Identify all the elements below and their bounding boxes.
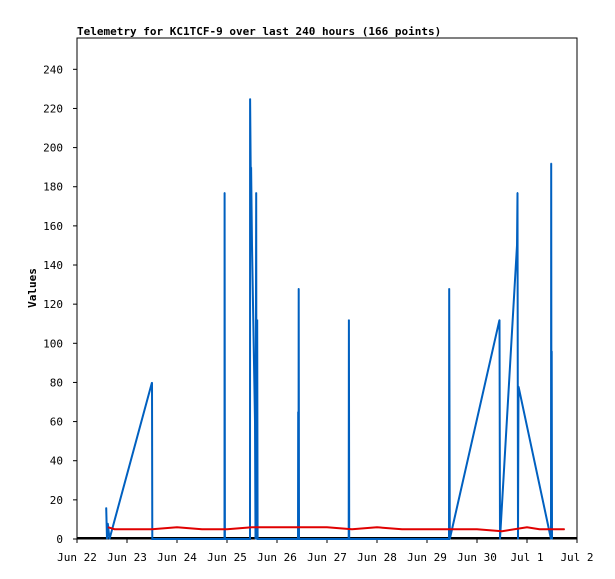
y-tick-label: 180 [43, 181, 63, 194]
data-point [249, 538, 251, 540]
data-point [526, 526, 528, 528]
data-point [448, 538, 450, 540]
y-axis-label: Values [26, 268, 39, 308]
x-tick-label: Jun 25 [207, 551, 247, 564]
data-point [255, 192, 257, 194]
data-point [151, 538, 153, 540]
data-point [348, 538, 350, 540]
data-point [517, 538, 519, 540]
data-point [256, 538, 258, 540]
x-tick-label: Jun 27 [307, 551, 347, 564]
data-point [326, 526, 328, 528]
data-point [298, 288, 300, 289]
data-point [298, 538, 300, 540]
data-point [201, 528, 203, 530]
x-tick-label: Jun 30 [457, 551, 497, 564]
data-point [107, 522, 109, 524]
data-point [539, 528, 540, 530]
series-layer [77, 98, 577, 540]
data-point [151, 381, 153, 383]
series-line-2 [108, 526, 565, 533]
data-point [550, 162, 552, 164]
y-tick-label: 120 [43, 298, 63, 311]
data-point [250, 205, 252, 207]
data-point [107, 526, 109, 528]
data-point [550, 538, 552, 540]
y-axis: 0 20 40 60 80 100 120 140 160 180 200 220 240 [43, 63, 77, 546]
data-point [251, 244, 253, 246]
x-tick-label: Jun 23 [107, 551, 147, 564]
data-point [257, 538, 259, 540]
data-point [351, 528, 353, 530]
data-point [176, 526, 178, 528]
data-point [499, 319, 500, 321]
data-point [551, 528, 553, 530]
data-point [499, 538, 501, 540]
data-point [226, 528, 228, 530]
data-point [114, 528, 115, 530]
data-point [426, 528, 428, 530]
data-point [254, 538, 256, 540]
x-tick-label: Jul 1 [510, 551, 543, 564]
data-point [256, 319, 258, 321]
x-tick-label: Jun 22 [57, 551, 97, 564]
data-point [376, 526, 378, 528]
x-tick-label: Jun 24 [157, 551, 197, 564]
x-tick-label: Jun 28 [357, 551, 397, 564]
y-tick-label: 240 [43, 63, 63, 76]
data-point [517, 385, 519, 387]
data-point [297, 538, 299, 540]
data-point [250, 166, 252, 168]
data-point [297, 411, 299, 413]
y-tick-label: 40 [50, 455, 63, 468]
data-point [224, 538, 226, 540]
data-point [264, 526, 265, 528]
data-point [551, 350, 553, 352]
data-point [348, 319, 350, 321]
y-tick-label: 220 [43, 102, 63, 115]
x-tick-label: Jul 2 [560, 551, 593, 564]
y-tick-label: 100 [43, 337, 63, 350]
data-point [451, 528, 453, 530]
data-point [476, 528, 478, 530]
data-point [249, 98, 251, 100]
data-point [151, 528, 153, 530]
data-point [401, 528, 403, 530]
y-tick-label: 60 [50, 416, 63, 429]
y-tick-label: 80 [50, 376, 63, 389]
data-point [551, 538, 553, 540]
x-axis: Jun 22 Jun 23 Jun 24 Jun 25 Jun 26 Jun 27 Jun … [57, 539, 594, 564]
chart-title: Telemetry for KC1TCF-9 over last 240 hou… [77, 25, 441, 38]
data-point [251, 526, 253, 528]
y-tick-label: 0 [56, 533, 63, 546]
data-point [105, 507, 107, 509]
data-point [516, 192, 518, 194]
x-tick-label: Jun 29 [407, 551, 447, 564]
data-point [448, 288, 450, 289]
x-tick-label: Jun 26 [257, 551, 297, 564]
series-line-1 [105, 98, 553, 540]
data-point [109, 538, 110, 540]
data-point [106, 538, 108, 540]
data-point [254, 421, 256, 423]
y-tick-label: 140 [43, 259, 63, 272]
y-tick-label: 160 [43, 220, 63, 233]
y-tick-label: 200 [43, 142, 63, 155]
data-point [224, 192, 226, 194]
data-point [301, 526, 303, 528]
data-point [449, 538, 451, 540]
data-point [564, 528, 565, 530]
data-point [501, 530, 503, 532]
y-tick-label: 20 [50, 494, 63, 507]
data-point [516, 244, 518, 246]
